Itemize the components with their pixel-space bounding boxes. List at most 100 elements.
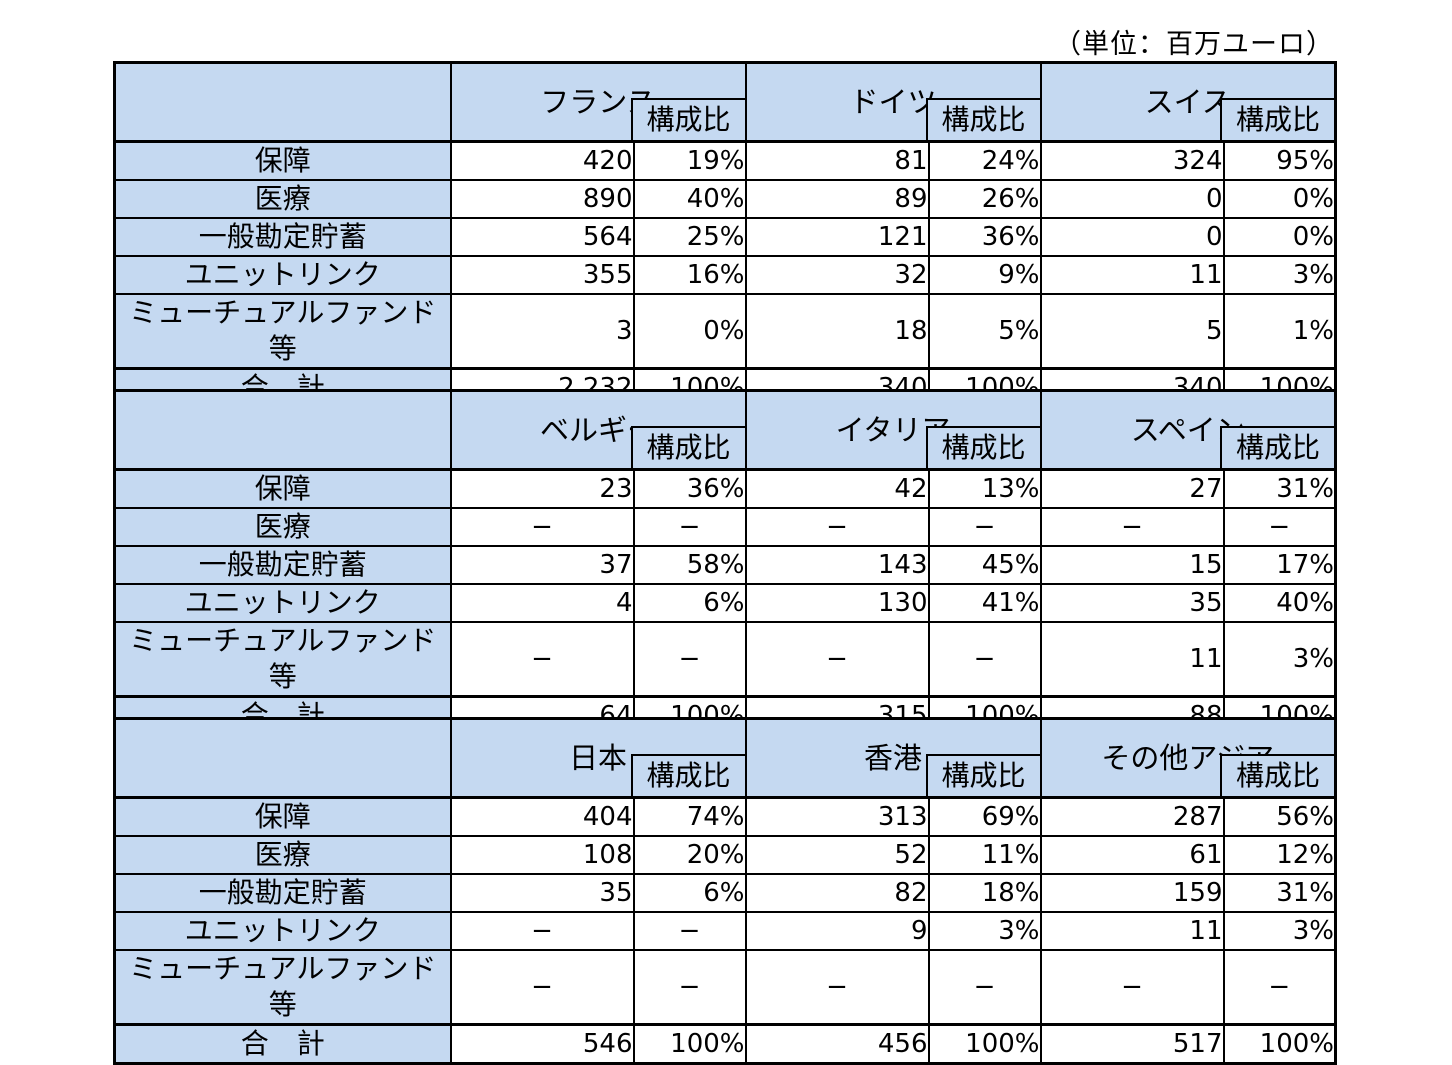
- ratio-cell: 31%: [1222, 468, 1337, 509]
- table-row: 一般勘定貯蓄 35 6% 82 18% 159 31%: [113, 873, 1337, 913]
- table-row: 保障 23 36% 42 13% 27 31%: [113, 468, 1337, 509]
- ratio-cell: 45%: [927, 545, 1042, 585]
- ratio-cell: 11%: [927, 835, 1042, 875]
- row-label: 一般勘定貯蓄: [113, 217, 452, 257]
- unit-note: （単位：百万ユーロ）: [1054, 29, 1334, 60]
- ratio-header: 構成比: [1220, 98, 1334, 140]
- country-header: イタリア 構成比: [744, 389, 1042, 471]
- value-cell: 420: [449, 140, 635, 181]
- ratio-cell: 3%: [927, 911, 1042, 951]
- ratio-cell: 3%: [1222, 255, 1337, 295]
- country-header: 日本 構成比: [449, 717, 747, 799]
- ratio-cell: −: [927, 507, 1042, 547]
- ratio-cell: 6%: [632, 873, 747, 913]
- table-row: 医療 890 40% 89 26% 0 0%: [113, 179, 1337, 219]
- ratio-cell: 100%: [632, 1023, 747, 1065]
- ratio-cell: 58%: [632, 545, 747, 585]
- ratio-cell: 95%: [1222, 140, 1337, 181]
- table-row: ミューチュアルファンド等 3 0% 18 5% 5 1%: [113, 293, 1337, 370]
- value-cell: 37: [449, 545, 635, 585]
- ratio-cell: 41%: [927, 583, 1042, 623]
- value-cell: 81: [744, 140, 930, 181]
- ratio-cell: 9%: [927, 255, 1042, 295]
- value-cell: 18: [744, 293, 930, 370]
- value-cell: 42: [744, 468, 930, 509]
- value-cell: −: [744, 507, 930, 547]
- value-cell: 27: [1039, 468, 1225, 509]
- ratio-cell: 17%: [1222, 545, 1337, 585]
- data-table: 日本 構成比 香港 構成比 その他アジア 構成比 保障 404 74% 313 69% 287 56% 医…: [113, 717, 1337, 1065]
- table-row: 医療 108 20% 52 11% 61 12%: [113, 835, 1337, 875]
- row-label: ユニットリンク: [113, 583, 452, 623]
- country-name: スイス: [1144, 85, 1231, 119]
- value-cell: 456: [744, 1023, 930, 1065]
- ratio-cell: 13%: [927, 468, 1042, 509]
- ratio-header: 構成比: [925, 754, 1040, 796]
- ratio-cell: 6%: [632, 583, 747, 623]
- value-cell: 4: [449, 583, 635, 623]
- table-row: 保障 420 19% 81 24% 324 95%: [113, 140, 1337, 181]
- table-row: ユニットリンク − −9 3% 11 3%: [113, 911, 1337, 951]
- value-cell: −: [1039, 949, 1225, 1026]
- value-cell: −: [449, 911, 635, 951]
- value-cell: 564: [449, 217, 635, 257]
- table-row: ミューチュアルファンド等 − − − − − −: [113, 949, 1337, 1026]
- country-header: ベルギー 構成比: [449, 389, 747, 471]
- value-cell: −: [449, 507, 635, 547]
- value-cell: 517: [1039, 1023, 1225, 1065]
- row-label: ミューチュアルファンド等: [113, 621, 452, 698]
- row-label: 一般勘定貯蓄: [113, 545, 452, 585]
- ratio-cell: 69%: [927, 796, 1042, 837]
- ratio-cell: 100%: [1222, 1023, 1337, 1065]
- ratio-cell: −: [1222, 949, 1337, 1026]
- ratio-cell: 3%: [1222, 621, 1337, 698]
- country-header: ドイツ 構成比: [744, 61, 1042, 143]
- row-label: ミューチュアルファンド等: [113, 293, 452, 370]
- value-cell: −: [449, 621, 635, 698]
- ratio-header: 構成比: [630, 98, 745, 140]
- value-cell: 130: [744, 583, 930, 623]
- header-corner: [113, 61, 452, 143]
- country-header: その他アジア 構成比: [1039, 717, 1337, 799]
- total-row: 合 計 546 100% 456 100% 517 100%: [113, 1023, 1337, 1065]
- ratio-cell: −: [632, 621, 747, 698]
- value-cell: 404: [449, 796, 635, 837]
- ratio-cell: 1%: [1222, 293, 1337, 370]
- value-cell: 52: [744, 835, 930, 875]
- value-cell: 159: [1039, 873, 1225, 913]
- ratio-cell: 18%: [927, 873, 1042, 913]
- value-cell: 324: [1039, 140, 1225, 181]
- table-row: ミューチュアルファンド等 − − − −11 3%: [113, 621, 1337, 698]
- value-cell: 546: [449, 1023, 635, 1065]
- ratio-cell: 40%: [1222, 583, 1337, 623]
- country-header: 香港 構成比: [744, 717, 1042, 799]
- value-cell: 35: [1039, 583, 1225, 623]
- row-label: 医療: [113, 835, 452, 875]
- ratio-cell: −: [632, 911, 747, 951]
- row-label: ユニットリンク: [113, 911, 452, 951]
- value-cell: 11: [1039, 255, 1225, 295]
- ratio-cell: −: [1222, 507, 1337, 547]
- value-cell: 35: [449, 873, 635, 913]
- header-corner: [113, 717, 452, 799]
- row-label: 一般勘定貯蓄: [113, 873, 452, 913]
- ratio-cell: 19%: [632, 140, 747, 181]
- row-label: 合 計: [113, 1023, 452, 1065]
- ratio-cell: 0%: [1222, 179, 1337, 219]
- value-cell: 82: [744, 873, 930, 913]
- row-label: 保障: [113, 468, 452, 509]
- ratio-cell: 26%: [927, 179, 1042, 219]
- ratio-header: 構成比: [925, 98, 1040, 140]
- country-header: スペイン 構成比: [1039, 389, 1337, 471]
- ratio-cell: 56%: [1222, 796, 1337, 837]
- row-label: 医療: [113, 507, 452, 547]
- ratio-header: 構成比: [1220, 426, 1334, 468]
- ratio-cell: 74%: [632, 796, 747, 837]
- ratio-cell: −: [632, 949, 747, 1026]
- row-label: 保障: [113, 796, 452, 837]
- value-cell: −: [449, 949, 635, 1026]
- value-cell: 11: [1039, 911, 1225, 951]
- ratio-cell: 20%: [632, 835, 747, 875]
- table-row: 保障 404 74% 313 69% 287 56%: [113, 796, 1337, 837]
- country-name: 香港: [863, 741, 922, 775]
